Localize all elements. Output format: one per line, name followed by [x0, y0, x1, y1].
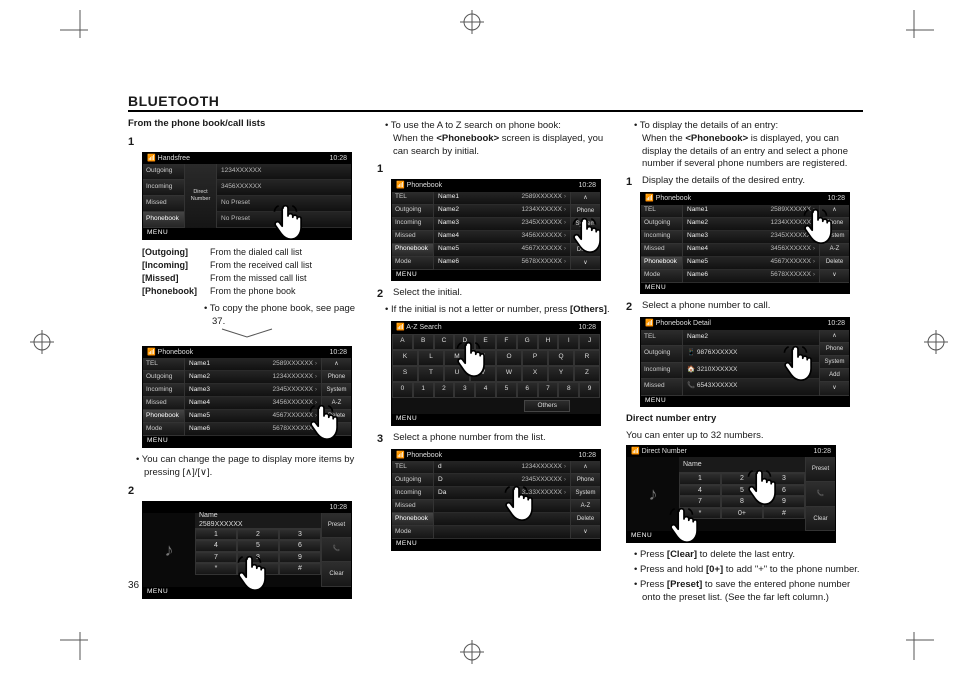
list-item[interactable]: Name32345XXXXXX ›	[185, 384, 321, 397]
tab-outgoing[interactable]: Outgoing	[143, 164, 184, 180]
list-item[interactable]: Name43456XXXXXX ›	[434, 231, 570, 244]
list-item[interactable]: Name54567XXXXXX ›	[434, 244, 570, 257]
list-item[interactable]: Name65678XXXXXX ›	[185, 423, 321, 436]
list-item[interactable]: Name32345XXXXXX ›	[434, 218, 570, 231]
column-3: To display the details of an entry: When…	[626, 118, 863, 608]
list-item[interactable]: Name43456XXXXXX ›	[683, 244, 819, 257]
az-button[interactable]: A-Z	[570, 231, 600, 244]
screenshot-az-search: 📶 A-Z Search10:28 ABCDEFGHIJKLMNOPQRSTUV…	[391, 321, 601, 426]
down-arrow-icon	[128, 327, 365, 344]
section-title: BLUETOOTH	[128, 93, 863, 112]
list-item[interactable]: Name12589XXXXXX ›	[434, 192, 570, 205]
direct-number-button[interactable]: Direct Number	[185, 164, 217, 228]
list-item[interactable]: Name32345XXXXXX ›	[683, 231, 819, 244]
list-item[interactable]: Name21234XXXXXX ›	[185, 371, 321, 384]
definitions: [Outgoing]From the dialed call list[Inco…	[142, 246, 365, 298]
column-1: From the phone book/call lists 1 📶 Hands…	[128, 118, 365, 608]
list-item[interactable]: Name65678XXXXXX ›	[683, 270, 819, 283]
screenshot-phonebook-3: 📶 Phonebook10:28 TEL Outgoing Incoming M…	[640, 192, 850, 294]
tab-incoming[interactable]: Incoming	[143, 180, 184, 196]
dne-text: You can enter up to 32 numbers.	[626, 430, 863, 443]
list-item[interactable]: Name21234XXXXXX ›	[434, 205, 570, 218]
screenshot-phonebook-detail: 📶 Phonebook Detail10:28 TEL Outgoing Inc…	[640, 317, 850, 407]
list-item[interactable]: Name54567XXXXXX ›	[683, 257, 819, 270]
page-note: You can change the page to display more …	[136, 454, 365, 480]
clear-button[interactable]: Clear	[805, 507, 835, 532]
screenshot-dialpad: 10:28 ♪ Name2589XXXXXX 123456789*0+# Pre…	[142, 501, 352, 599]
col1-subhead: From the phone book/call lists	[128, 118, 365, 131]
step-number: 1	[128, 135, 140, 150]
page-content: BLUETOOTH From the phone book/call lists…	[128, 93, 863, 608]
dne-heading: Direct number entry	[626, 413, 863, 426]
tab-phonebook[interactable]: Phonebook	[143, 212, 184, 228]
tab-missed[interactable]: Missed	[143, 196, 184, 212]
list-item[interactable]: Name54567XXXXXX ›	[185, 410, 321, 423]
preset-list: 1234XXXXXX3456XXXXXXNo PresetNo Preset	[217, 164, 351, 228]
menu-bar[interactable]: MENU	[143, 228, 351, 239]
list-item[interactable]: Name21234XXXXXX ›	[683, 218, 819, 231]
screenshot-phonebook-results: 📶 Phonebook10:28 TEL Outgoing Incoming M…	[391, 449, 601, 551]
step-number: 2	[128, 484, 140, 499]
list-item[interactable]: Name12589XXXXXX ›	[185, 358, 321, 371]
screenshot-handsfree: 📶 Handsfree10:28 Outgoing Incoming Misse…	[142, 152, 352, 240]
list-item[interactable]: Name43456XXXXXX ›	[185, 397, 321, 410]
copy-note: To copy the phone book, see page 37.	[204, 303, 365, 329]
screenshot-phonebook-2: 📶 Phonebook10:28 TEL Outgoing Incoming M…	[391, 179, 601, 281]
list-item[interactable]: Name12589XXXXXX ›	[683, 205, 819, 218]
column-2: To use the A to Z search on phone book: …	[377, 118, 614, 608]
list-item[interactable]: Name65678XXXXXX ›	[434, 257, 570, 270]
others-button[interactable]: Others	[524, 400, 570, 413]
tab-tel[interactable]: TEL	[143, 358, 184, 371]
page-number: 36	[128, 580, 139, 591]
screenshot-phonebook: 📶 Phonebook10:28 TEL Outgoing Incoming M…	[142, 346, 352, 448]
col2-intro: To use the A to Z search on phone book: …	[385, 120, 614, 158]
screenshot-direct-number: 📶 Direct Number10:28 ♪ Name 123456789*0+…	[626, 445, 836, 543]
